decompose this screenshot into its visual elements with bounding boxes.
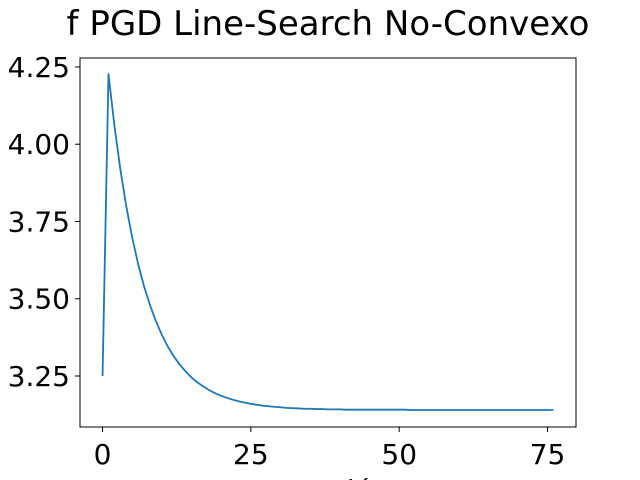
y-tick-label: 3.50: [8, 283, 70, 316]
x-tick-label: 50: [381, 438, 417, 471]
data-line: [101, 73, 554, 411]
chart-title: f PGD Line-Search No-Convexo: [67, 4, 590, 44]
x-axis-label: Iteración: [266, 474, 389, 480]
x-tick-label: 75: [530, 438, 566, 471]
y-tick-label: 3.75: [8, 205, 70, 238]
plot-frame: [79, 57, 577, 428]
y-tick-label: 4.25: [8, 51, 70, 84]
x-tick-label: 25: [233, 438, 269, 471]
y-tick-label: 4.00: [8, 128, 70, 161]
y-tick-label: 3.25: [8, 360, 70, 393]
x-tick-label: 0: [94, 438, 112, 471]
